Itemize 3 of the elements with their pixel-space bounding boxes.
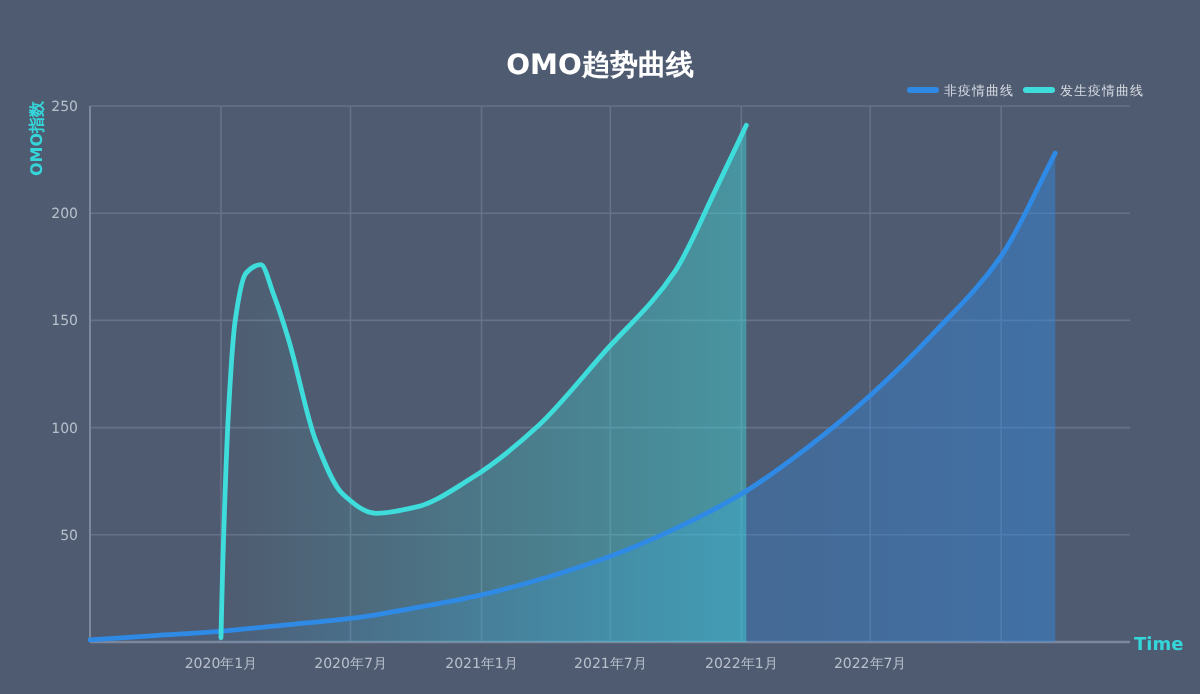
chart-title: OMO趋势曲线 <box>506 50 694 82</box>
x-axis-title: Time <box>1134 636 1184 656</box>
y-axis-title: OMO指数 <box>28 98 46 176</box>
